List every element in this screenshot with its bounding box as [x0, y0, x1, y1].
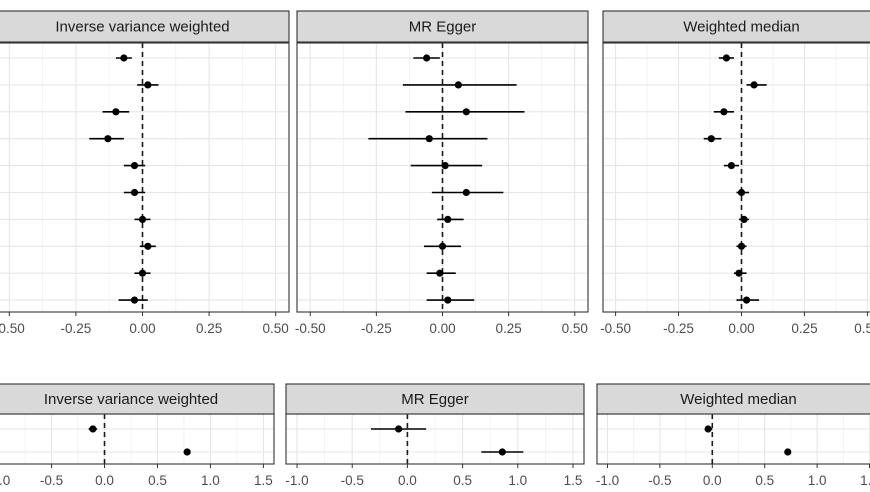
panel-1-1: Inverse variance weighted -0.50 -0.25 0.00 0…: [0, 10, 290, 336]
x-tick-label: -0.25: [61, 321, 92, 336]
point-estimate: [707, 135, 715, 143]
point-estimate: [498, 448, 506, 456]
panel-1-3: Weighted median -0.50 -0.25 0.00 0.25 0.50: [600, 10, 870, 336]
strip-label: Weighted median: [680, 391, 796, 408]
panel-2-1: Inverse variance weighted -1.0 -0.5 0.0 0.5 1…: [0, 383, 275, 488]
point-estimate: [120, 54, 128, 62]
point-estimate: [462, 108, 470, 116]
point-estimate: [89, 425, 97, 433]
point-estimate: [394, 425, 403, 433]
x-tick-label: 1.0: [808, 473, 827, 488]
strip-background: [0, 10, 290, 43]
x-tick-label: 0.0: [703, 473, 722, 488]
strip-label: Inverse variance weighted: [44, 391, 218, 408]
x-tick-label: -0.5: [40, 473, 63, 488]
x-tick-label: -0.5: [648, 473, 671, 488]
x-tick-label: -0.50: [600, 321, 631, 336]
point-estimate: [737, 242, 746, 250]
x-tick-label: 1.5: [564, 473, 583, 488]
panel-background: [0, 414, 274, 464]
x-tick-label: 0.25: [495, 321, 521, 336]
strip-label: MR Egger: [401, 391, 469, 408]
panel-background: [603, 43, 870, 312]
x-tick-label: 0.00: [728, 321, 754, 336]
point-estimate: [720, 108, 728, 116]
strip-background: [596, 383, 870, 415]
point-estimate: [737, 188, 746, 197]
point-estimate: [130, 188, 139, 197]
x-tick-label: 0.00: [429, 321, 455, 336]
point-estimate: [130, 296, 139, 304]
point-estimate: [144, 242, 152, 250]
chart-2: Inverse variance weighted -1.0 -0.5 0.0 0.5 1…: [0, 383, 870, 488]
strip-background: [602, 10, 870, 43]
point-estimate: [438, 242, 447, 250]
x-tick-label: 1.0: [201, 473, 220, 488]
point-estimate: [735, 269, 743, 277]
point-estimate: [704, 425, 712, 433]
point-estimate: [454, 81, 462, 89]
strip-label: Weighted median: [683, 19, 799, 36]
point-estimate: [130, 162, 139, 170]
point-estimate: [144, 81, 152, 89]
point-estimate: [444, 215, 452, 223]
point-estimate: [183, 448, 191, 456]
x-tick-label: 0.50: [562, 321, 588, 336]
point-estimate: [112, 108, 120, 116]
point-estimate: [750, 81, 758, 89]
point-estimate: [727, 162, 736, 170]
x-tick-label: -1.0: [0, 473, 10, 488]
x-tick-label: 0.25: [791, 321, 817, 336]
x-tick-label: 1.0: [508, 473, 527, 488]
x-tick-label: 0.5: [755, 473, 774, 488]
x-tick-label: -0.50: [0, 321, 25, 336]
x-tick-label: 0.25: [196, 321, 222, 336]
panel-1-2: MR Egger -0.50 -0.25 0.00 0.25 0.50: [295, 10, 589, 336]
point-estimate: [138, 215, 147, 223]
x-tick-label: 0.50: [263, 321, 289, 336]
x-tick-label: -0.50: [295, 321, 326, 336]
x-tick-label: -0.25: [361, 321, 392, 336]
x-tick-label: 0.50: [854, 321, 870, 336]
point-estimate: [784, 448, 792, 456]
x-tick-label: 0.0: [95, 473, 114, 488]
point-estimate: [740, 215, 748, 223]
point-estimate: [436, 269, 444, 277]
strip-background: [285, 383, 585, 415]
panel-2-2: MR Egger -1.0 -0.5 0.0 0.5 1.0 1.5: [285, 383, 585, 488]
point-estimate: [722, 54, 730, 62]
panel-background: [597, 414, 870, 464]
x-tick-label: -1.0: [285, 473, 308, 488]
point-estimate: [104, 135, 112, 143]
point-estimate: [423, 54, 431, 62]
point-estimate: [462, 188, 470, 197]
point-estimate: [742, 296, 751, 304]
x-tick-label: -0.25: [663, 321, 694, 336]
x-tick-label: -1.0: [596, 473, 619, 488]
strip-background: [0, 383, 275, 415]
panel-2-3: Weighted median -1.0 -0.5 0.0 0.5 1.0 1.5: [596, 383, 870, 488]
point-estimate: [441, 162, 449, 170]
x-tick-label: 1.5: [860, 473, 870, 488]
x-tick-label: 0.5: [148, 473, 167, 488]
chart-1: Inverse variance weighted -0.50 -0.25 0.00 0…: [0, 10, 870, 336]
strip-background: [296, 10, 589, 43]
strip-label: Inverse variance weighted: [55, 19, 229, 36]
x-tick-label: 1.5: [254, 473, 273, 488]
x-tick-label: 0.0: [398, 473, 417, 488]
point-estimate: [138, 269, 147, 277]
point-estimate: [425, 135, 433, 143]
x-tick-label: 0.5: [453, 473, 472, 488]
panel-background: [0, 43, 289, 312]
strip-label: MR Egger: [409, 19, 477, 36]
x-tick-label: -0.5: [341, 473, 364, 488]
x-tick-label: 0.00: [129, 321, 155, 336]
point-estimate: [444, 296, 452, 304]
